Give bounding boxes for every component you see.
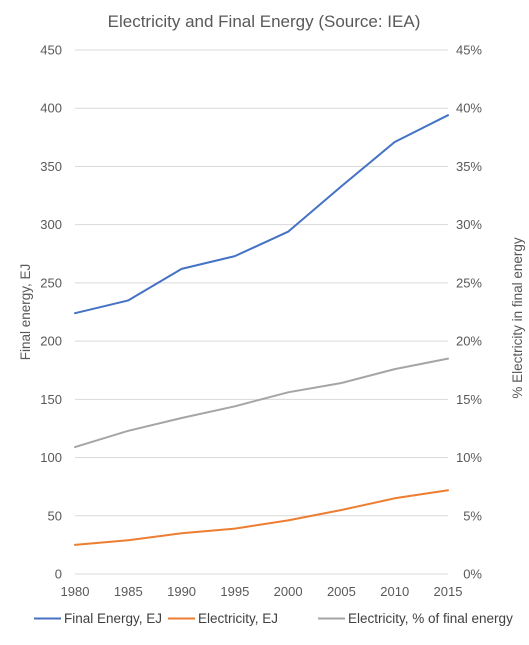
- y2-tick-label: 20%: [456, 334, 482, 349]
- y-tick-label: 350: [40, 159, 62, 174]
- y2-tick-label: 10%: [456, 450, 482, 465]
- y2-tick-label: 5%: [463, 508, 482, 523]
- legend-item: Electricity, % of final energy: [318, 611, 513, 626]
- legend: Final Energy, EJ Electricity, EJ Electrici…: [34, 611, 513, 626]
- y2-tick-label: 15%: [456, 392, 482, 407]
- y-tick-label: 0: [55, 567, 62, 582]
- legend-label: Final Energy, EJ: [64, 611, 162, 626]
- x-tick-label: 1995: [220, 584, 249, 599]
- gridlines: [75, 49, 448, 517]
- x-tick-label: 2005: [327, 584, 356, 599]
- y-tick-label: 400: [40, 101, 62, 116]
- x-tick-label: 1985: [114, 584, 143, 599]
- series-line-2: [74, 489, 449, 546]
- y-tick-label: 300: [40, 217, 62, 232]
- y-tick-label: 250: [40, 275, 62, 290]
- x-tick-label: 2015: [434, 584, 463, 599]
- y2-axis-title: % Electricity in final energy: [510, 237, 525, 399]
- y-axis-title: Final energy, EJ: [18, 264, 33, 361]
- y-tick-label: 150: [40, 392, 62, 407]
- x-tick-label: 1990: [167, 584, 196, 599]
- x-axis-ticks: 1980 1985 1990 1995 2000 2005 2010 2015: [61, 584, 463, 599]
- y2-tick-label: 25%: [456, 275, 482, 290]
- y-tick-label: 100: [40, 450, 62, 465]
- y2-tick-label: 30%: [456, 217, 482, 232]
- legend-item: Final Energy, EJ: [34, 611, 162, 626]
- right-axis-ticks: 0% 5% 10% 15% 20% 25% 30% 35% 40% 45%: [456, 43, 482, 582]
- x-tick-label: 2000: [274, 584, 303, 599]
- y-tick-label: 450: [40, 43, 62, 58]
- left-axis-ticks: 0 50 100 150 200 250 300 350 400 450: [40, 43, 62, 582]
- legend-item: Electricity, EJ: [168, 611, 278, 626]
- chart-title: Electricity and Final Energy (Source: IE…: [108, 12, 421, 31]
- y2-tick-label: 40%: [456, 101, 482, 116]
- legend-label: Electricity, % of final energy: [348, 611, 513, 626]
- series-line-3: [74, 357, 449, 449]
- y2-tick-label: 0%: [463, 567, 482, 582]
- series-line-1: [74, 114, 449, 315]
- y2-tick-label: 45%: [456, 43, 482, 58]
- y2-tick-label: 35%: [456, 159, 482, 174]
- x-tick-label: 2010: [380, 584, 409, 599]
- series-lines: [74, 114, 449, 546]
- y-tick-label: 50: [48, 508, 62, 523]
- legend-label: Electricity, EJ: [198, 611, 278, 626]
- x-tick-label: 1980: [61, 584, 90, 599]
- y-tick-label: 200: [40, 334, 62, 349]
